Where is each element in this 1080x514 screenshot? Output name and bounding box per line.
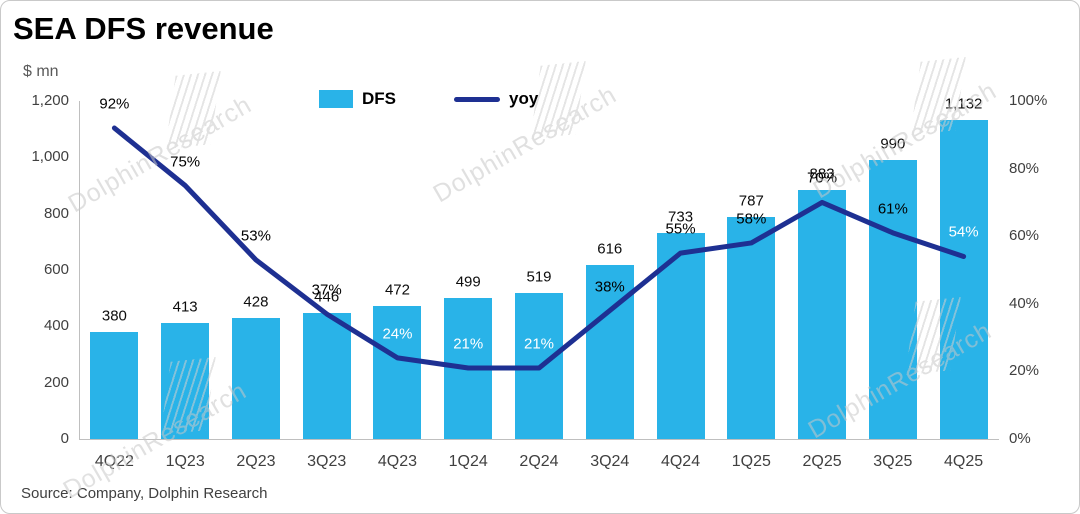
bar: [939, 120, 988, 439]
bar: [798, 190, 847, 439]
y-axis-tick-right: 20%: [1009, 362, 1040, 380]
yoy-point-label: 54%: [948, 223, 979, 241]
x-axis-tick-label: 2Q25: [802, 453, 842, 470]
dfs-bar-swatch: [319, 90, 353, 108]
y-axis-tick-right: 0%: [1009, 430, 1031, 447]
yoy-point-label: 70%: [807, 169, 838, 187]
x-axis-tick-label: 4Q24: [660, 453, 701, 470]
x-axis-tick-label: 2Q23: [236, 453, 276, 470]
yoy-point-label: 53%: [240, 227, 271, 245]
yoy-point-label: 61%: [877, 200, 908, 218]
bar-value-label: 446: [314, 288, 340, 306]
yoy-line-swatch: [454, 96, 500, 102]
y-axis-tick-right: 40%: [1009, 294, 1040, 312]
source-note: Source: Company, Dolphin Research: [21, 485, 268, 502]
yoy-point-label: 21%: [523, 335, 555, 353]
x-axis-tick-label: 1Q25: [731, 453, 771, 470]
bar-value-label: 472: [384, 281, 410, 299]
bar-value-label: 428: [243, 293, 269, 311]
bar-value-label: 616: [597, 240, 623, 258]
legend: DFS yoy: [319, 89, 538, 109]
yoy-point-label: 55%: [665, 220, 696, 238]
x-axis-line: [79, 439, 999, 440]
yoy-point-label: 75%: [170, 153, 201, 170]
bar-value-label: 787: [738, 192, 764, 210]
y-axis-unit-label: $ mn: [23, 63, 59, 80]
bar-value-label: 413: [172, 298, 198, 316]
bar-value-label: 733: [668, 208, 694, 226]
chart-title: SEA DFS revenue: [13, 11, 274, 46]
yoy-point-label: 38%: [594, 278, 625, 296]
legend-item-yoy: yoy: [454, 89, 538, 109]
x-axis-tick-label: 4Q25: [944, 453, 984, 470]
bar: [373, 306, 422, 439]
x-axis-tick-label: 3Q25: [873, 453, 913, 470]
left-axis-line: [79, 101, 80, 439]
bar: [231, 318, 280, 439]
yoy-point-label: 24%: [382, 325, 413, 343]
y-axis-tick-left: 400: [43, 317, 69, 335]
x-axis-tick-label: 1Q24: [448, 453, 488, 470]
x-axis-tick-label: 4Q22: [94, 453, 134, 470]
bar-value-label: 990: [880, 135, 906, 153]
x-axis-tick-label: 1Q23: [165, 453, 205, 470]
y-axis-tick-left: 600: [43, 261, 69, 278]
y-axis-tick-right: 100%: [1009, 92, 1048, 109]
x-axis-tick-label: 3Q24: [590, 453, 630, 470]
yoy-point-label: 58%: [736, 210, 767, 228]
yoy-point-label: 92%: [99, 95, 130, 113]
bar-value-label: 499: [455, 273, 481, 291]
legend-item-dfs: DFS: [319, 89, 396, 109]
yoy-point-label: 21%: [453, 335, 484, 353]
x-axis-tick-label: 4Q23: [377, 453, 418, 470]
y-axis-tick-left: 1,200: [31, 92, 69, 109]
y-axis-tick-left: 1,000: [31, 148, 69, 166]
bar-value-label: 380: [101, 307, 127, 325]
y-axis-tick-left: 200: [43, 373, 69, 391]
yoy-line-path: [111, 125, 967, 371]
legend-dfs-label: DFS: [362, 89, 396, 108]
x-axis-tick-label: 2Q24: [519, 453, 559, 470]
yoy-point-label: 37%: [311, 281, 342, 299]
bar-value-label: 883: [809, 165, 835, 183]
y-axis-tick-right: 80%: [1009, 159, 1040, 177]
y-axis-tick-left: 0: [60, 430, 69, 447]
legend-yoy-label: yoy: [509, 89, 539, 108]
bar-value-label: 519: [526, 268, 552, 286]
y-axis-tick-left: 800: [43, 204, 69, 222]
x-axis-tick-label: 3Q23: [307, 453, 347, 470]
bar-value-label: 1,132: [944, 95, 983, 113]
y-axis-tick-right: 60%: [1009, 227, 1040, 245]
bar: [90, 331, 139, 439]
bar: [727, 217, 776, 439]
bar: [302, 313, 351, 439]
